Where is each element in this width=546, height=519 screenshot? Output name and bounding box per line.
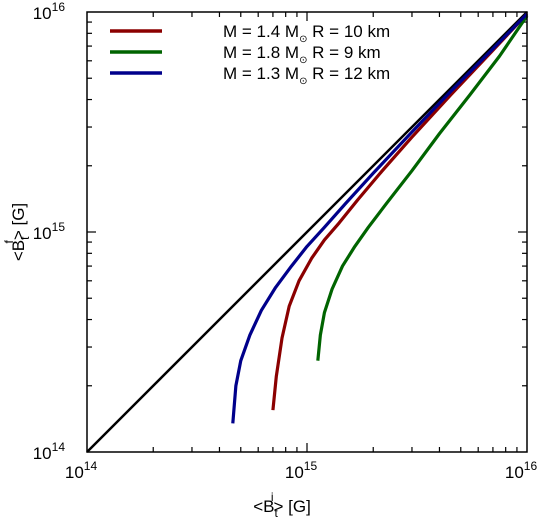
plot-frame bbox=[86, 11, 528, 453]
y-axis-label: <Btf> [G] bbox=[2, 203, 32, 261]
legend-label-3: M = 1.3 M⊙ R = 12 km bbox=[223, 64, 390, 87]
y-tick-label: 1014 bbox=[33, 440, 66, 463]
legend-label-2: M = 1.8 M⊙ R = 9 km bbox=[223, 43, 381, 66]
x-tick-label: 1015 bbox=[285, 459, 318, 482]
tick-labels: 1014 1015 1016 1014 1015 1016 bbox=[33, 0, 538, 482]
axis-ticks bbox=[87, 12, 527, 452]
series-line-1 bbox=[271, 12, 529, 411]
legend-label-1: M = 1.4 M⊙ R = 10 km bbox=[223, 22, 390, 45]
x-tick-label: 1014 bbox=[65, 459, 98, 482]
series-line-3 bbox=[231, 12, 529, 424]
x-tick-label: 1016 bbox=[505, 459, 538, 482]
y-tick-label: 1015 bbox=[33, 220, 66, 243]
reference-line bbox=[86, 11, 528, 453]
series-line-2 bbox=[316, 14, 529, 361]
series-lines bbox=[86, 11, 529, 453]
legend: M = 1.4 M⊙ R = 10 kmM = 1.8 M⊙ R = 9 kmM… bbox=[110, 22, 390, 87]
y-tick-label: 1016 bbox=[33, 0, 66, 23]
x-axis-label: <Bti> [G] bbox=[253, 490, 311, 519]
